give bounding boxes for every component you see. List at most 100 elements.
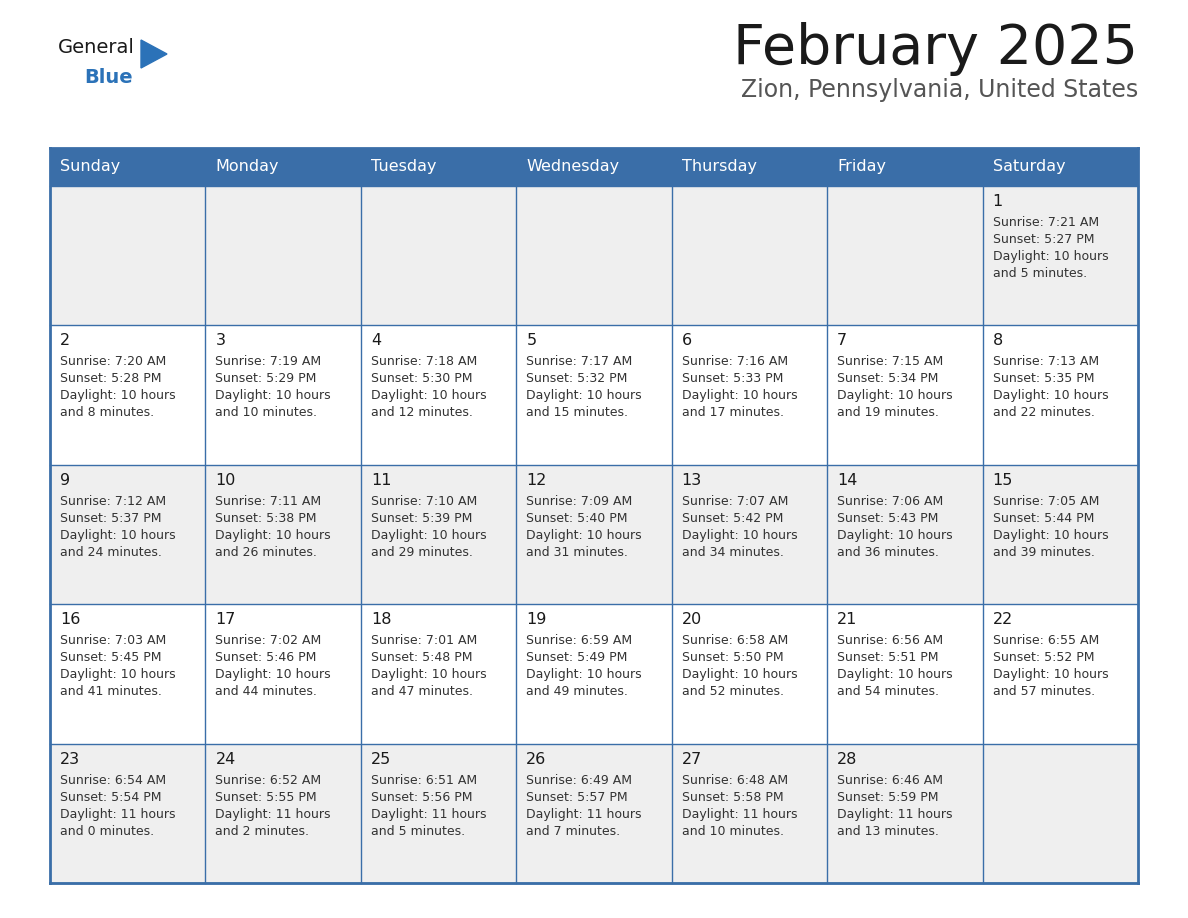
Text: Sunset: 5:48 PM: Sunset: 5:48 PM xyxy=(371,651,473,665)
Text: Daylight: 10 hours: Daylight: 10 hours xyxy=(371,529,486,542)
Text: 27: 27 xyxy=(682,752,702,767)
Text: Daylight: 10 hours: Daylight: 10 hours xyxy=(215,668,331,681)
Text: Sunday: Sunday xyxy=(61,160,120,174)
Text: and 31 minutes.: and 31 minutes. xyxy=(526,546,628,559)
Text: Daylight: 10 hours: Daylight: 10 hours xyxy=(526,668,642,681)
Text: February 2025: February 2025 xyxy=(733,22,1138,76)
Text: 1: 1 xyxy=(992,194,1003,209)
Text: Blue: Blue xyxy=(84,68,133,87)
Text: and 19 minutes.: and 19 minutes. xyxy=(838,407,939,420)
Text: Sunset: 5:35 PM: Sunset: 5:35 PM xyxy=(992,373,1094,386)
Text: Sunset: 5:37 PM: Sunset: 5:37 PM xyxy=(61,512,162,525)
Text: Sunrise: 7:07 AM: Sunrise: 7:07 AM xyxy=(682,495,788,508)
Text: Sunrise: 7:12 AM: Sunrise: 7:12 AM xyxy=(61,495,166,508)
Text: and 5 minutes.: and 5 minutes. xyxy=(992,267,1087,280)
Text: Sunrise: 6:58 AM: Sunrise: 6:58 AM xyxy=(682,634,788,647)
Text: Sunrise: 7:02 AM: Sunrise: 7:02 AM xyxy=(215,634,322,647)
Text: Sunset: 5:33 PM: Sunset: 5:33 PM xyxy=(682,373,783,386)
Text: Sunset: 5:28 PM: Sunset: 5:28 PM xyxy=(61,373,162,386)
Text: Monday: Monday xyxy=(215,160,279,174)
Text: Sunset: 5:40 PM: Sunset: 5:40 PM xyxy=(526,512,627,525)
Text: and 47 minutes.: and 47 minutes. xyxy=(371,685,473,699)
Text: Wednesday: Wednesday xyxy=(526,160,619,174)
Text: Daylight: 10 hours: Daylight: 10 hours xyxy=(371,389,486,402)
Text: Daylight: 10 hours: Daylight: 10 hours xyxy=(371,668,486,681)
Text: Daylight: 10 hours: Daylight: 10 hours xyxy=(215,389,331,402)
Text: 16: 16 xyxy=(61,612,81,627)
Text: Daylight: 10 hours: Daylight: 10 hours xyxy=(838,668,953,681)
Text: Sunset: 5:43 PM: Sunset: 5:43 PM xyxy=(838,512,939,525)
Text: Sunset: 5:46 PM: Sunset: 5:46 PM xyxy=(215,651,317,665)
Text: Sunrise: 7:18 AM: Sunrise: 7:18 AM xyxy=(371,355,478,368)
Text: and 49 minutes.: and 49 minutes. xyxy=(526,685,628,699)
Text: Sunrise: 7:05 AM: Sunrise: 7:05 AM xyxy=(992,495,1099,508)
Text: Sunrise: 6:56 AM: Sunrise: 6:56 AM xyxy=(838,634,943,647)
Text: Thursday: Thursday xyxy=(682,160,757,174)
Text: 20: 20 xyxy=(682,612,702,627)
Text: and 13 minutes.: and 13 minutes. xyxy=(838,824,939,837)
Text: Daylight: 11 hours: Daylight: 11 hours xyxy=(682,808,797,821)
Text: Sunrise: 6:46 AM: Sunrise: 6:46 AM xyxy=(838,774,943,787)
Text: and 5 minutes.: and 5 minutes. xyxy=(371,824,465,837)
Text: and 10 minutes.: and 10 minutes. xyxy=(682,824,784,837)
Text: Sunset: 5:39 PM: Sunset: 5:39 PM xyxy=(371,512,473,525)
Text: and 34 minutes.: and 34 minutes. xyxy=(682,546,784,559)
Text: Daylight: 10 hours: Daylight: 10 hours xyxy=(838,389,953,402)
Text: Sunrise: 7:01 AM: Sunrise: 7:01 AM xyxy=(371,634,478,647)
Text: 2: 2 xyxy=(61,333,70,349)
Text: Sunset: 5:51 PM: Sunset: 5:51 PM xyxy=(838,651,939,665)
Text: 12: 12 xyxy=(526,473,546,487)
Text: Daylight: 10 hours: Daylight: 10 hours xyxy=(992,668,1108,681)
Text: 22: 22 xyxy=(992,612,1013,627)
Text: Sunrise: 6:54 AM: Sunrise: 6:54 AM xyxy=(61,774,166,787)
Text: Sunrise: 6:48 AM: Sunrise: 6:48 AM xyxy=(682,774,788,787)
Bar xyxy=(50,744,1138,883)
Text: 26: 26 xyxy=(526,752,546,767)
Text: Sunrise: 6:49 AM: Sunrise: 6:49 AM xyxy=(526,774,632,787)
Text: Sunrise: 7:15 AM: Sunrise: 7:15 AM xyxy=(838,355,943,368)
Text: Sunset: 5:27 PM: Sunset: 5:27 PM xyxy=(992,233,1094,246)
Text: Daylight: 11 hours: Daylight: 11 hours xyxy=(526,808,642,821)
Text: Daylight: 10 hours: Daylight: 10 hours xyxy=(61,389,176,402)
Text: Sunset: 5:58 PM: Sunset: 5:58 PM xyxy=(682,790,783,803)
Text: Sunrise: 7:06 AM: Sunrise: 7:06 AM xyxy=(838,495,943,508)
Text: and 57 minutes.: and 57 minutes. xyxy=(992,685,1094,699)
Text: 11: 11 xyxy=(371,473,391,487)
Text: and 0 minutes.: and 0 minutes. xyxy=(61,824,154,837)
Text: 14: 14 xyxy=(838,473,858,487)
Text: Daylight: 10 hours: Daylight: 10 hours xyxy=(838,529,953,542)
Bar xyxy=(50,148,1138,186)
Text: Sunset: 5:29 PM: Sunset: 5:29 PM xyxy=(215,373,317,386)
Text: and 17 minutes.: and 17 minutes. xyxy=(682,407,784,420)
Text: Sunrise: 7:09 AM: Sunrise: 7:09 AM xyxy=(526,495,632,508)
Text: and 7 minutes.: and 7 minutes. xyxy=(526,824,620,837)
Text: Sunset: 5:34 PM: Sunset: 5:34 PM xyxy=(838,373,939,386)
Text: Sunrise: 6:55 AM: Sunrise: 6:55 AM xyxy=(992,634,1099,647)
Bar xyxy=(50,186,1138,325)
Text: 25: 25 xyxy=(371,752,391,767)
Text: 23: 23 xyxy=(61,752,80,767)
Bar xyxy=(50,325,1138,465)
Text: Sunrise: 6:59 AM: Sunrise: 6:59 AM xyxy=(526,634,632,647)
Text: and 29 minutes.: and 29 minutes. xyxy=(371,546,473,559)
Text: and 39 minutes.: and 39 minutes. xyxy=(992,546,1094,559)
Text: 10: 10 xyxy=(215,473,235,487)
Text: Sunrise: 7:10 AM: Sunrise: 7:10 AM xyxy=(371,495,478,508)
Text: Sunset: 5:44 PM: Sunset: 5:44 PM xyxy=(992,512,1094,525)
Text: Sunset: 5:55 PM: Sunset: 5:55 PM xyxy=(215,790,317,803)
Text: and 22 minutes.: and 22 minutes. xyxy=(992,407,1094,420)
Text: Daylight: 10 hours: Daylight: 10 hours xyxy=(61,668,176,681)
Text: Sunrise: 7:20 AM: Sunrise: 7:20 AM xyxy=(61,355,166,368)
Text: Sunrise: 7:19 AM: Sunrise: 7:19 AM xyxy=(215,355,322,368)
Text: and 54 minutes.: and 54 minutes. xyxy=(838,685,940,699)
Text: Daylight: 10 hours: Daylight: 10 hours xyxy=(215,529,331,542)
Text: Sunset: 5:45 PM: Sunset: 5:45 PM xyxy=(61,651,162,665)
Text: Saturday: Saturday xyxy=(992,160,1066,174)
Text: and 44 minutes.: and 44 minutes. xyxy=(215,685,317,699)
Text: 21: 21 xyxy=(838,612,858,627)
Text: Daylight: 10 hours: Daylight: 10 hours xyxy=(992,389,1108,402)
Text: Friday: Friday xyxy=(838,160,886,174)
Text: Daylight: 10 hours: Daylight: 10 hours xyxy=(682,389,797,402)
Text: 13: 13 xyxy=(682,473,702,487)
Text: 15: 15 xyxy=(992,473,1013,487)
